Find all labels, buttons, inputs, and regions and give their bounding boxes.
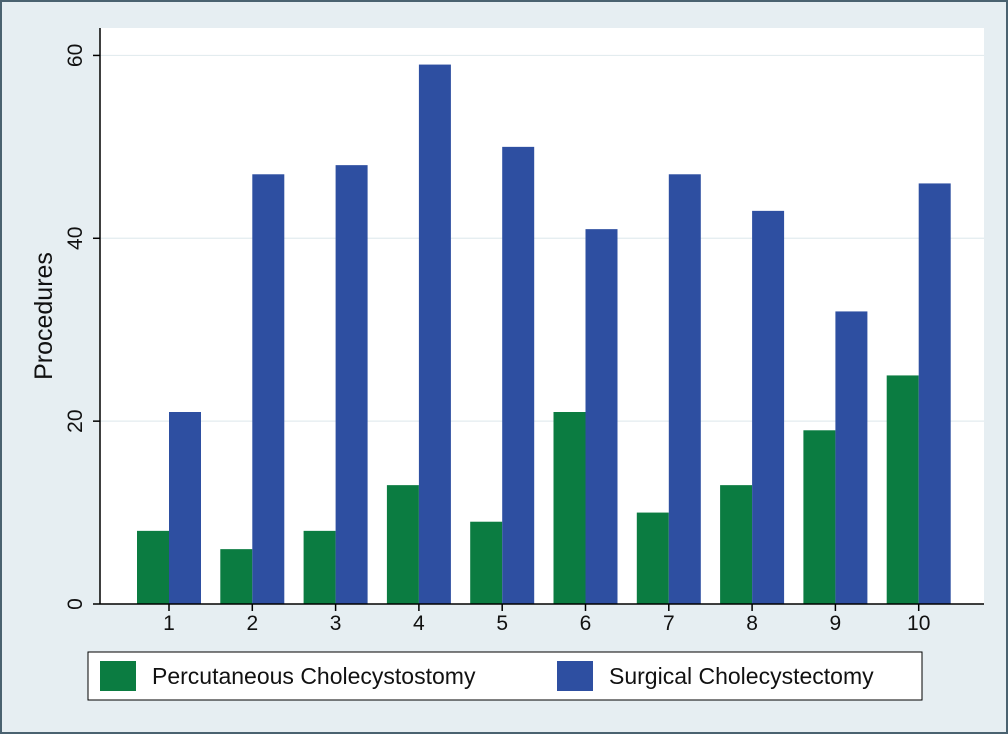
bar-percutaneous-7 (636, 512, 669, 604)
x-tick-label-7: 7 (663, 612, 675, 635)
bar-surgical-5 (502, 146, 535, 604)
bar-surgical-10 (918, 183, 951, 604)
y-tick-label-60: 60 (64, 44, 87, 67)
x-tick-label-6: 6 (580, 612, 592, 635)
y-tick-label-20: 20 (64, 409, 87, 432)
bar-surgical-7 (668, 174, 701, 605)
bar-percutaneous-2 (220, 549, 253, 604)
bar-percutaneous-10 (886, 375, 919, 604)
bar-percutaneous-6 (553, 412, 586, 604)
x-tick-label-10: 10 (907, 612, 930, 635)
x-tick-label-8: 8 (746, 612, 758, 635)
y-tick-label-0: 0 (64, 598, 87, 610)
bar-surgical-6 (585, 229, 618, 604)
bar-percutaneous-4 (386, 485, 419, 604)
bar-percutaneous-3 (303, 530, 336, 604)
legend-label-percutaneous: Percutaneous Cholecystostomy (152, 663, 476, 689)
bar-surgical-2 (252, 174, 285, 605)
bar-percutaneous-8 (720, 485, 753, 604)
x-tick-label-3: 3 (330, 612, 342, 635)
legend-swatch-surgical (557, 661, 593, 691)
x-tick-label-5: 5 (496, 612, 508, 635)
bar-percutaneous-1 (137, 530, 169, 604)
x-tick-label-9: 9 (830, 612, 842, 635)
bar-surgical-9 (835, 311, 868, 604)
y-axis-title: Procedures (30, 252, 58, 380)
legend-box (87, 651, 923, 701)
x-axis-ticks: 1 2 3 4 5 6 7 8 9 10 (163, 604, 930, 635)
legend-label-surgical: Surgical Cholecystectomy (609, 663, 874, 689)
x-tick-label-2: 2 (246, 612, 258, 635)
bar-surgical-8 (752, 210, 785, 604)
bars (137, 64, 951, 605)
y-axis-ticks: 0 20 40 60 (64, 44, 100, 610)
legend-swatch-percutaneous (100, 661, 136, 691)
bar-percutaneous-9 (803, 430, 836, 604)
bar-surgical-4 (418, 64, 451, 605)
x-tick-label-4: 4 (413, 612, 425, 635)
bar-surgical-3 (335, 165, 368, 604)
x-tick-label-1: 1 (163, 612, 175, 635)
legend: Percutaneous Cholecystostomy Surgical Ch… (87, 651, 923, 701)
y-tick-label-40: 40 (64, 227, 87, 250)
bar-surgical-1 (169, 412, 201, 604)
bar-percutaneous-5 (470, 521, 503, 604)
